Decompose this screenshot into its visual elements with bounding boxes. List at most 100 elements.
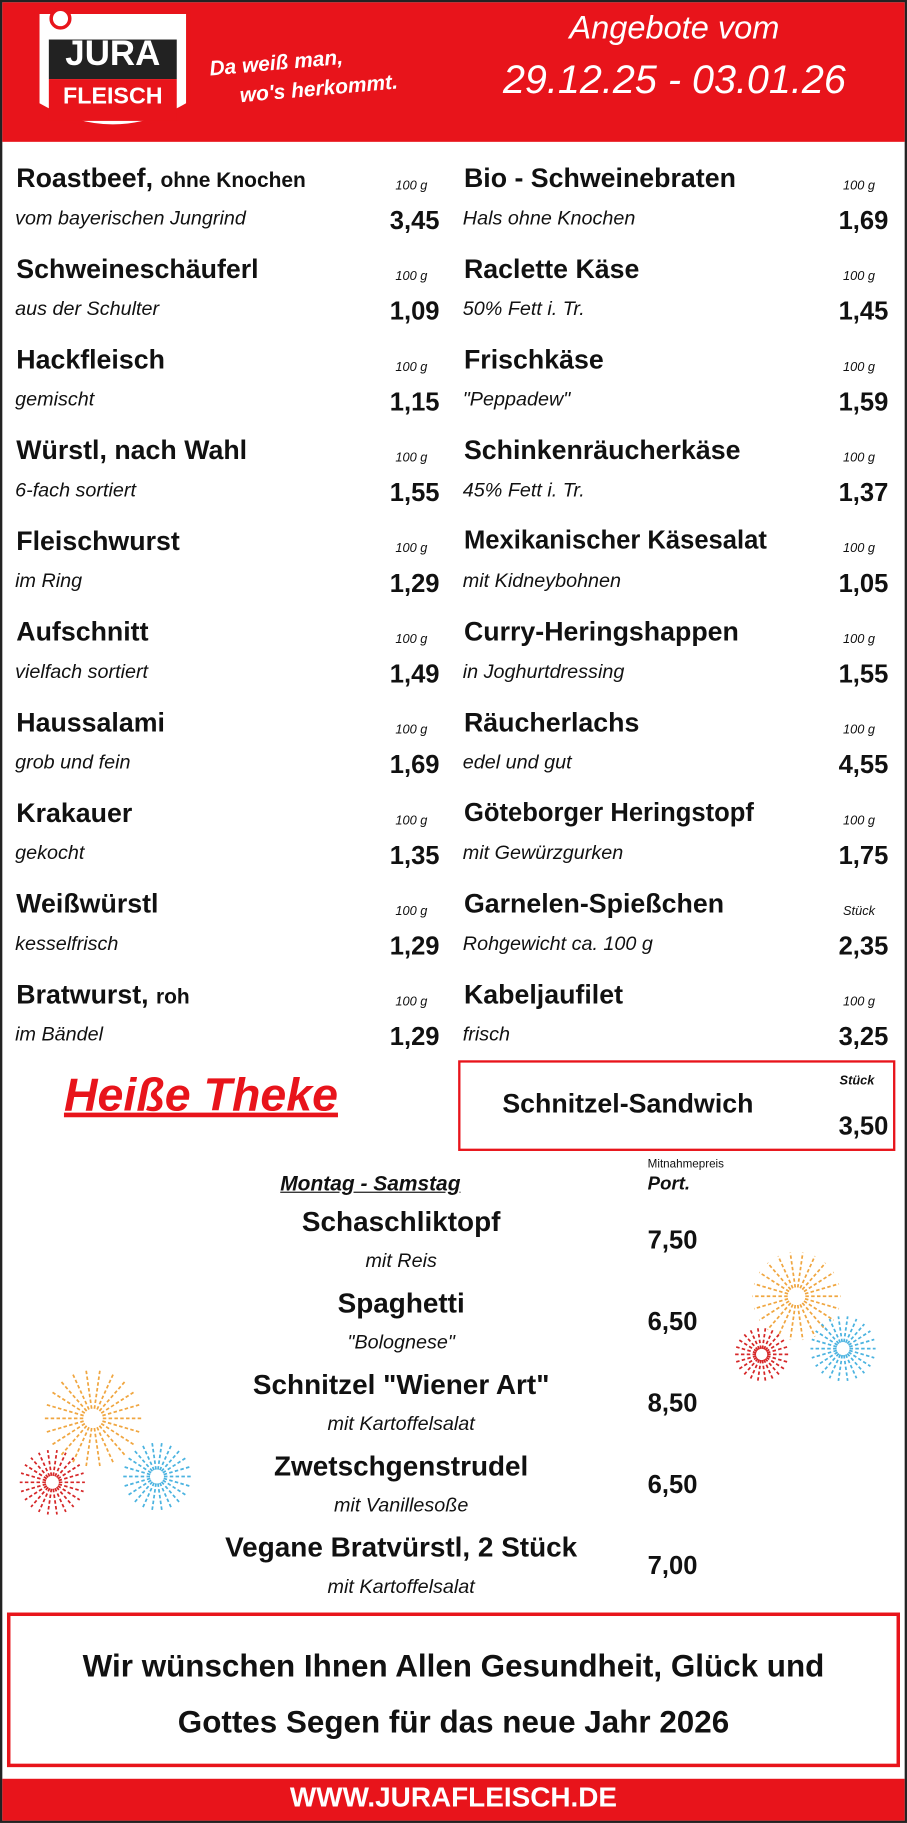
item-name: Aufschnitt [16, 616, 148, 647]
firework-ray [756, 1326, 762, 1350]
item-description: in Joghurtdressing [462, 660, 625, 683]
firework-ray [742, 1358, 759, 1377]
item-unit: 100 g [395, 632, 428, 647]
firework-ray [52, 1449, 58, 1476]
firework-ray [742, 1332, 759, 1351]
item-name: Räucherlachs [464, 707, 639, 738]
firework-ray [848, 1351, 871, 1367]
firework-ray [45, 1420, 84, 1433]
item-price: 1,29 [389, 931, 440, 961]
item-name: Mexikanischer Käsesalat [464, 525, 767, 555]
firework-ray [127, 1456, 152, 1474]
dish-price: 7,00 [647, 1550, 698, 1580]
offer-title: Angebote vom [569, 9, 780, 46]
firework-ray [753, 1283, 789, 1295]
firework-ray [763, 1359, 775, 1381]
firework-ray [71, 1426, 90, 1464]
item-price: 3,25 [838, 1021, 889, 1051]
item-name: Schinkenräucherkäse [464, 435, 741, 466]
firework-ray [844, 1354, 858, 1379]
firework-ray [803, 1271, 835, 1293]
item-price: 2,35 [838, 931, 889, 961]
website: WWW.JURAFLEISCH.DE [289, 1782, 618, 1814]
dish-description: "Bolognese" [347, 1331, 455, 1354]
firework-ray [20, 1472, 47, 1482]
firework-ray [753, 1297, 789, 1310]
item-description: 50% Fett i. Tr. [462, 297, 585, 320]
firework-ray [737, 1338, 758, 1353]
firework-ray [100, 1391, 135, 1414]
item-name-main: Haussalami [16, 706, 165, 738]
item-name: Bratwurst, roh [16, 979, 189, 1010]
firework-ray [756, 1359, 762, 1383]
firework-ray [837, 1316, 843, 1343]
firework-ray [789, 1252, 797, 1288]
dish-name: Zwetschgenstrudel [274, 1450, 529, 1483]
item-name: Würstl, nach Wahl [16, 435, 247, 466]
firework-ray [58, 1472, 84, 1482]
firework-ray [761, 1359, 767, 1383]
item-name-main: Göteborger Heringstopf [463, 797, 754, 827]
firework-ray [71, 1373, 90, 1410]
item-price: 1,09 [389, 296, 440, 326]
item-description: 6-fach sortiert [15, 478, 136, 502]
firework-ray [24, 1463, 48, 1480]
dish-description: mit Kartoffelsalat [327, 1575, 475, 1598]
item-name: Fleischwurst [16, 525, 180, 556]
firework-ray [45, 1403, 84, 1417]
item-name-main: Garnelen-Spießchen [463, 888, 725, 919]
item-description: gemischt [15, 388, 95, 411]
item-unit: 100 g [395, 541, 428, 556]
greeting-line: Gottes Segen für das neue Jahr 2026 [177, 1704, 730, 1740]
special-price: 3,50 [838, 1111, 889, 1141]
item-name-suffix: ohne Knochen [160, 168, 306, 192]
special-unit: Stück [839, 1074, 875, 1089]
firework-ray [57, 1485, 81, 1501]
item-description: frisch [462, 1023, 511, 1046]
item-name: Krakauer [16, 798, 132, 829]
firework-ray [766, 1302, 792, 1331]
firework-ray [821, 1323, 840, 1345]
dish-description: mit Reis [365, 1249, 437, 1272]
firework-ray [801, 1262, 827, 1291]
firework-ray [764, 1358, 781, 1377]
item-description: edel und gut [462, 751, 572, 774]
item-price: 1,55 [389, 477, 440, 507]
firework-ray [123, 1477, 151, 1488]
firework-ray [789, 1304, 797, 1341]
firework-ray [843, 1316, 849, 1343]
firework-ray [20, 1483, 47, 1493]
item-name: Raclette Käse [464, 253, 639, 284]
item-name-main: Fleischwurst [16, 525, 180, 556]
dish-price: 6,50 [647, 1469, 698, 1499]
firework-ray [24, 1485, 48, 1501]
firework-ray [777, 1255, 794, 1289]
item-price: 1,75 [838, 840, 889, 870]
firework-ray [758, 1300, 790, 1321]
firework-ray [163, 1465, 191, 1476]
item-name-main: Schinkenräucherkäse [463, 434, 741, 466]
item-name: Hackfleisch [16, 344, 165, 375]
firework-ray [815, 1330, 839, 1346]
item-name-main: Curry-Heringshappen [463, 616, 739, 647]
price-note: Mitnahmepreis [647, 1157, 724, 1171]
firework-ray [38, 1452, 51, 1477]
firework-ray [46, 1488, 53, 1515]
firework-ray [849, 1338, 875, 1348]
item-description: im Ring [15, 569, 83, 592]
firework-ray [100, 1422, 135, 1446]
item-price: 1,05 [838, 568, 889, 598]
firework-ray [815, 1351, 839, 1367]
firework-ray [811, 1349, 838, 1359]
item-description: 45% Fett i. Tr. [462, 478, 585, 502]
firework-ray [123, 1465, 151, 1476]
firework-ray [765, 1338, 786, 1353]
firework-ray [57, 1463, 81, 1480]
item-name-main: Roastbeef, [16, 162, 154, 193]
item-name-main: Krakauer [16, 797, 133, 828]
firework-ray [811, 1338, 838, 1348]
firework-ray [799, 1303, 816, 1337]
firework-ray [51, 1422, 86, 1446]
